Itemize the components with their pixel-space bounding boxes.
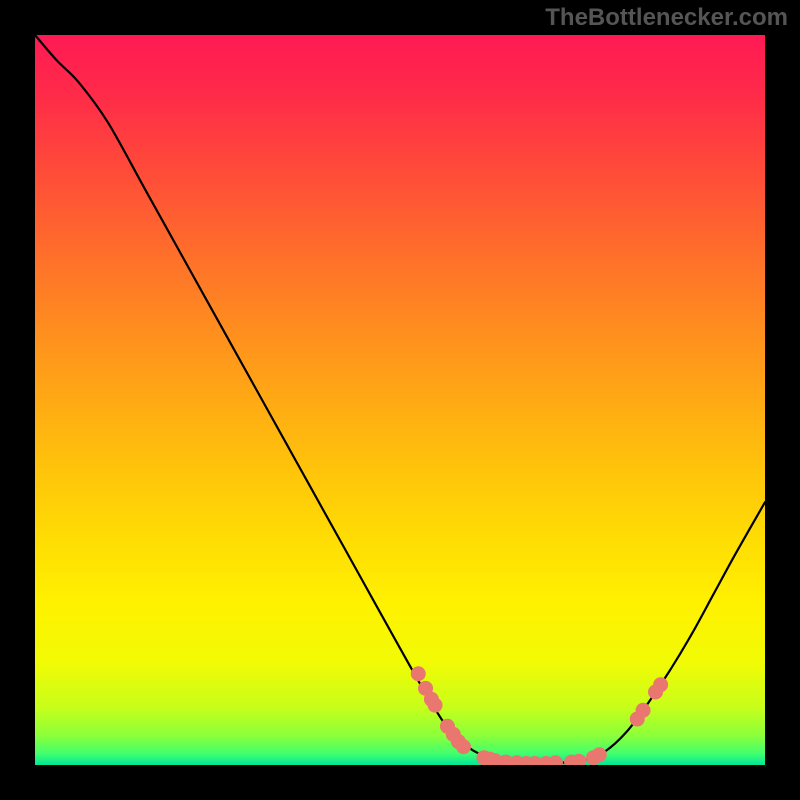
plot-area xyxy=(35,35,765,765)
gradient-background xyxy=(35,35,765,765)
chart-container: TheBottlenecker.com xyxy=(0,0,800,800)
watermark-text: TheBottlenecker.com xyxy=(545,4,788,32)
